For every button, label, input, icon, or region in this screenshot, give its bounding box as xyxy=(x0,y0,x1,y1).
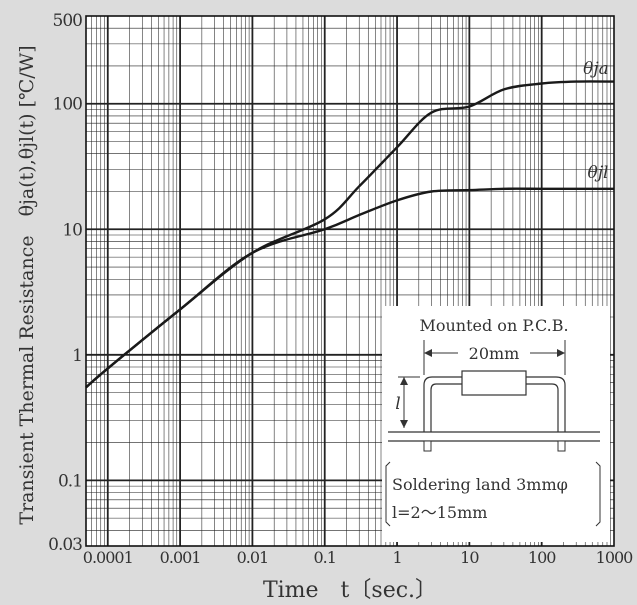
y-tick-label: 1 xyxy=(72,346,82,366)
pcb-inset: Mounted on P.C.B. 20mm l xyxy=(382,306,610,542)
y-tick-label: 0.1 xyxy=(58,471,82,491)
dimension-label-bg xyxy=(458,343,530,363)
dimension-arrow-right xyxy=(557,349,565,357)
lead-left-outer xyxy=(423,376,462,432)
y-axis-label: Transient Thermal Resistance θja(t),θjl(… xyxy=(16,45,38,524)
x-tick-label: 1 xyxy=(392,548,401,567)
plot-frame xyxy=(85,15,615,547)
x-tick-label: 0.01 xyxy=(237,548,269,567)
tick-labels: 0.0001 0.001 0.01 0.1 1 10 100 1000 0.03 0.1 1 10 10… xyxy=(48,11,634,567)
l-arrow-bottom xyxy=(400,420,408,428)
lead-right-inner xyxy=(526,383,559,432)
l-symbol: l xyxy=(395,394,400,414)
lead-right-outer xyxy=(526,376,566,432)
series-lines xyxy=(85,80,615,389)
x-tick-label: 1000 xyxy=(596,548,634,567)
inset-title: Mounted on P.C.B. xyxy=(419,316,568,335)
l-arrow-top xyxy=(400,377,408,385)
lead-pin-left xyxy=(423,440,432,452)
note-bracket-right xyxy=(595,461,601,527)
x-tick-label: 10 xyxy=(460,548,479,567)
x-tick-label: 100 xyxy=(528,548,556,567)
y-tick-label: 0.03 xyxy=(48,535,82,555)
note-line-1: Soldering land 3mmφ xyxy=(392,475,568,494)
series-label-theta-jl: θjl xyxy=(588,163,609,183)
lead-left-inner xyxy=(430,383,462,432)
y-tick-label: 10 xyxy=(62,220,82,240)
y-tick-label: 500 xyxy=(53,11,83,31)
component-body xyxy=(461,370,527,396)
dimension-arrow-left xyxy=(424,349,432,357)
x-tick-label: 0.001 xyxy=(160,548,201,567)
series-label-theta-ja: θja xyxy=(583,59,609,79)
series-line-theta-jl xyxy=(85,187,614,389)
series-labels: θja θjl xyxy=(583,59,609,183)
y-tick-label: 100 xyxy=(53,95,83,115)
lead-pin-right xyxy=(557,440,566,452)
x-tick-label: 0.1 xyxy=(313,548,335,567)
x-tick-label: 0.0001 xyxy=(83,548,133,567)
x-axis-label: Time t〔sec.〕 xyxy=(263,578,437,603)
note-bracket-left xyxy=(385,461,391,527)
dimension-label: 20mm xyxy=(469,344,520,363)
note-line-2: l=2～15mm xyxy=(392,503,487,522)
